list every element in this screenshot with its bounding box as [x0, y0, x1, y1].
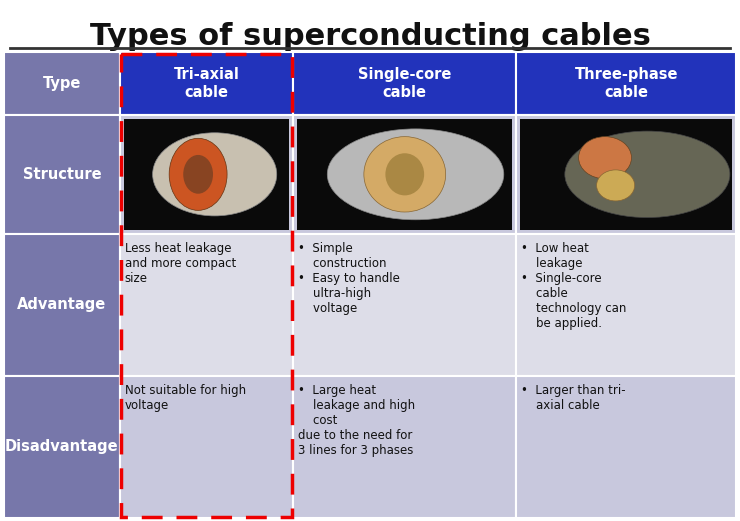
Ellipse shape — [596, 170, 635, 201]
Bar — [4, 52, 120, 115]
Text: Single-core
cable: Single-core cable — [358, 67, 451, 100]
Bar — [4, 376, 120, 518]
Bar — [517, 115, 736, 234]
Bar — [120, 52, 293, 115]
Ellipse shape — [386, 153, 424, 195]
Text: •  Simple
    construction
•  Easy to handle
    ultra-high
    voltage: • Simple construction • Easy to handle u… — [298, 242, 400, 315]
Bar — [120, 115, 293, 234]
Bar — [124, 119, 289, 230]
Text: Structure: Structure — [22, 167, 101, 182]
Ellipse shape — [364, 137, 445, 212]
Bar — [297, 119, 512, 230]
Text: •  Low heat
    leakage
•  Single-core
    cable
    technology can
    be appli: • Low heat leakage • Single-core cable t… — [522, 242, 627, 330]
Bar — [520, 119, 732, 230]
Ellipse shape — [152, 133, 277, 216]
Text: •  Large heat
    leakage and high
    cost
due to the need for
3 lines for 3 ph: • Large heat leakage and high cost due t… — [298, 384, 415, 457]
Bar — [120, 376, 293, 518]
Text: Disadvantage: Disadvantage — [5, 439, 118, 454]
Ellipse shape — [565, 131, 730, 218]
Bar — [517, 234, 736, 376]
Bar — [293, 52, 517, 115]
Bar — [4, 234, 120, 376]
Text: Not suitable for high
voltage: Not suitable for high voltage — [124, 384, 246, 412]
Bar — [293, 376, 517, 518]
Bar — [121, 54, 292, 516]
Text: Tri-axial
cable: Tri-axial cable — [173, 67, 239, 100]
Text: Three-phase
cable: Three-phase cable — [574, 67, 678, 100]
Ellipse shape — [327, 129, 504, 220]
Text: Less heat leakage
and more compact
size: Less heat leakage and more compact size — [124, 242, 236, 285]
Bar — [4, 115, 120, 234]
Ellipse shape — [579, 137, 631, 179]
Bar — [293, 115, 517, 234]
Text: Types of superconducting cables: Types of superconducting cables — [90, 22, 650, 51]
Text: Type: Type — [43, 76, 81, 91]
Bar — [120, 234, 293, 376]
Text: Advantage: Advantage — [17, 297, 107, 312]
Bar — [293, 234, 517, 376]
Bar — [517, 376, 736, 518]
Bar — [517, 52, 736, 115]
Text: •  Larger than tri-
    axial cable: • Larger than tri- axial cable — [522, 384, 626, 412]
Ellipse shape — [184, 155, 213, 194]
Ellipse shape — [169, 138, 227, 210]
